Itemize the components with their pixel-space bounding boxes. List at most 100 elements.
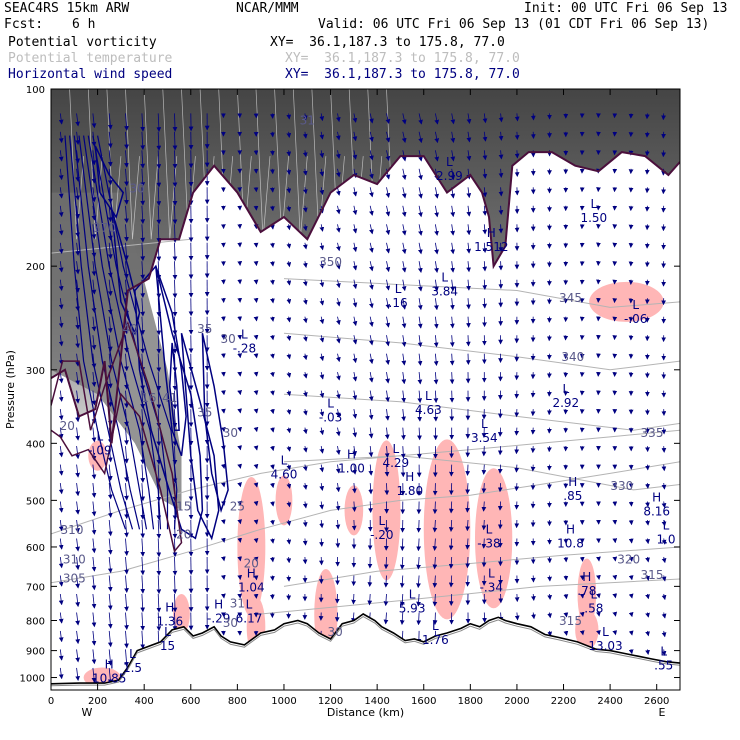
wind-vector <box>172 261 178 280</box>
wind-vector <box>140 224 146 243</box>
wind-vector <box>612 556 618 562</box>
wind-vector <box>253 316 259 322</box>
wind-vector <box>450 298 455 310</box>
wind-vector <box>399 575 405 588</box>
extremum-symbol: L <box>97 430 104 444</box>
wind-vector <box>368 409 374 420</box>
wind-vector <box>124 242 129 261</box>
wind-vector <box>514 150 520 159</box>
wind-vector <box>75 242 80 256</box>
wind-vector <box>418 168 423 181</box>
wind-vector <box>628 630 634 636</box>
x-tick-label: 1600 <box>411 696 436 707</box>
wind-vector <box>432 519 438 533</box>
wind-vector <box>124 261 129 279</box>
extremum-value: 1.5 <box>123 661 142 675</box>
wind-vector <box>466 205 472 217</box>
wind-vector <box>335 483 341 493</box>
wind-vector <box>465 556 471 569</box>
extremum-value: 1.80 <box>396 484 423 498</box>
forecast-hours: 6 h <box>72 17 96 32</box>
extremum-value: -.28 <box>233 342 256 356</box>
field-labels: L-.09L-.28L.16L3.84L2.99H1.512L1.50L-.06… <box>60 114 676 686</box>
wind-vector <box>645 483 650 489</box>
wind-vector <box>498 205 504 215</box>
wind-vector <box>416 556 421 570</box>
wind-vector <box>434 224 439 236</box>
wind-vector <box>286 187 292 194</box>
wind-vector <box>497 483 503 493</box>
wind-vector <box>58 593 64 606</box>
wind-vector <box>465 335 471 347</box>
wind-vector <box>336 168 341 178</box>
pv-shade-streak <box>237 89 252 240</box>
wind-vector <box>319 316 325 325</box>
wind-vector <box>140 575 146 594</box>
wind-vector <box>156 113 162 132</box>
contour-label: 20 <box>244 556 259 570</box>
wind-vector <box>319 261 325 269</box>
extremum-symbol: H <box>405 470 414 484</box>
wind-vector <box>416 612 422 626</box>
wind-vector <box>107 519 113 537</box>
wind-vector <box>319 242 325 251</box>
wind-vector <box>465 575 471 587</box>
wind-vector <box>448 575 454 588</box>
extremum-symbol: H <box>165 601 174 615</box>
y-tick-label: 400 <box>26 439 45 450</box>
wind-vector <box>269 575 275 581</box>
wind-vector <box>385 242 391 254</box>
extremum-value: 15 <box>160 639 175 653</box>
wind-vector <box>417 409 423 422</box>
wind-vector <box>368 446 374 458</box>
contour-label: 30 <box>220 332 235 346</box>
extremum-symbol: H <box>487 226 496 240</box>
wind-vector <box>645 538 650 545</box>
wind-contour-band <box>83 135 155 530</box>
wind-vector <box>107 667 113 685</box>
contour-label: 30 <box>328 625 343 639</box>
wind-vector <box>401 205 407 217</box>
wind-vector <box>140 113 146 132</box>
wind-vector <box>465 519 470 532</box>
wind-vector <box>172 205 178 225</box>
wind-vector <box>75 131 81 145</box>
extremum-value: -.38 <box>477 537 500 551</box>
wind-vector <box>352 390 358 401</box>
wind-vector <box>140 519 146 539</box>
wind-vector <box>418 187 423 199</box>
wind-vector <box>302 279 308 287</box>
wind-vector <box>368 427 374 439</box>
wind-vector <box>302 298 308 305</box>
pv-highlight <box>344 485 364 536</box>
field-name-wind: Horizontal wind speed <box>8 67 173 82</box>
wind-vector <box>579 611 585 617</box>
wind-vector <box>253 334 259 340</box>
wind-vector <box>449 335 455 348</box>
wind-vector <box>385 261 391 273</box>
wind-vector <box>253 297 259 303</box>
wind-vector <box>612 611 618 617</box>
wind-vector <box>237 334 243 340</box>
wind-vector <box>367 593 373 606</box>
wind-vector <box>107 335 113 352</box>
wind-vector <box>58 316 64 328</box>
wind-vector <box>466 242 472 254</box>
wind-vector <box>352 446 358 457</box>
wind-vector <box>58 464 64 476</box>
wind-vector <box>352 409 358 419</box>
wind-vector <box>319 519 325 529</box>
plot-frame <box>50 88 681 691</box>
wind-vector <box>628 538 634 544</box>
wind-contour-20 <box>94 145 125 219</box>
wind-vector <box>514 427 520 436</box>
wind-vector <box>319 187 325 195</box>
wind-vector <box>270 538 275 544</box>
wind-vector <box>385 372 390 384</box>
wind-vector <box>75 575 80 589</box>
contour-label: 315 <box>641 568 664 582</box>
wind-vector <box>352 335 358 345</box>
wind-vector <box>417 279 423 292</box>
wind-vector <box>369 168 374 179</box>
wind-vector <box>286 205 292 212</box>
